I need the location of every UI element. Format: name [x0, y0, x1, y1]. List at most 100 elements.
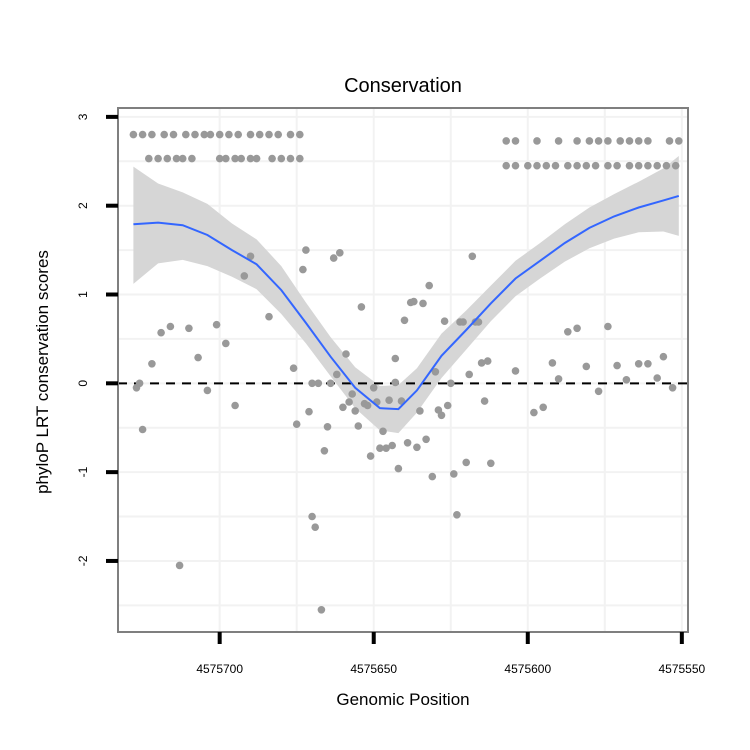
data-point	[268, 154, 276, 163]
x-tick-label: 4575550	[658, 662, 705, 676]
data-point	[379, 427, 387, 436]
data-point	[203, 386, 212, 395]
y-tick-label: 0	[76, 380, 90, 387]
data-point	[548, 359, 557, 367]
data-point	[351, 407, 360, 415]
data-point	[675, 137, 683, 145]
data-point	[413, 443, 421, 452]
data-point	[333, 370, 341, 379]
data-point	[246, 154, 255, 163]
data-point	[157, 328, 165, 337]
data-point	[191, 130, 199, 139]
data-point	[234, 130, 242, 139]
data-point	[431, 368, 440, 376]
data-point	[317, 606, 326, 614]
data-point	[622, 376, 631, 384]
data-point	[357, 303, 366, 311]
data-point	[296, 130, 304, 139]
data-point	[166, 322, 175, 331]
y-axis: -2 -1 0 1 2 3	[76, 113, 118, 566]
y-tick-label: 3	[76, 113, 90, 120]
data-point	[222, 154, 230, 163]
data-point	[410, 297, 418, 306]
data-point	[554, 375, 563, 383]
data-point	[573, 324, 581, 333]
data-point	[308, 379, 316, 388]
data-point	[305, 407, 313, 416]
data-point	[277, 154, 286, 163]
data-point	[533, 137, 541, 145]
data-point	[604, 137, 612, 145]
y-tick-label: -2	[76, 555, 90, 566]
data-point	[274, 130, 283, 139]
data-point	[163, 154, 172, 163]
data-point	[634, 137, 643, 145]
data-point	[231, 401, 239, 410]
data-point	[480, 397, 489, 405]
data-point	[668, 384, 677, 392]
data-point	[138, 130, 147, 139]
data-point	[323, 423, 332, 431]
data-point	[440, 317, 449, 326]
data-point	[237, 154, 245, 163]
data-point	[391, 354, 400, 363]
x-axis-label: Genomic Position	[336, 690, 469, 709]
x-axis: 4575700 4575650 4575600 4575550	[196, 632, 706, 676]
y-tick-label: -1	[76, 466, 90, 477]
data-point	[320, 447, 329, 455]
data-point	[376, 444, 384, 453]
data-point	[671, 161, 680, 170]
data-point	[178, 154, 187, 163]
data-point	[644, 161, 652, 170]
grid	[118, 108, 688, 632]
data-point	[447, 379, 455, 388]
data-point	[477, 359, 486, 367]
data-point	[465, 370, 474, 379]
data-point	[644, 137, 652, 145]
data-point	[336, 249, 344, 257]
data-point	[462, 458, 471, 467]
data-point	[585, 137, 594, 145]
data-point	[391, 378, 400, 387]
data-point	[604, 322, 612, 331]
data-point	[573, 137, 581, 145]
data-point	[314, 379, 323, 388]
data-point	[616, 137, 624, 145]
data-point	[625, 161, 634, 170]
data-point	[222, 339, 230, 348]
data-point	[613, 361, 621, 370]
data-point	[487, 459, 495, 468]
data-point	[345, 398, 353, 406]
data-point	[533, 161, 541, 170]
data-point	[363, 401, 372, 410]
data-point	[542, 161, 551, 170]
data-point	[573, 161, 581, 170]
data-point	[511, 367, 520, 375]
data-point	[403, 439, 412, 447]
data-point	[296, 154, 304, 163]
data-point	[594, 137, 603, 145]
data-point	[148, 130, 156, 139]
data-point	[653, 374, 661, 382]
data-point	[388, 441, 397, 450]
data-point	[138, 425, 147, 434]
data-point	[468, 252, 477, 261]
data-point	[154, 154, 162, 163]
data-point	[511, 137, 520, 145]
data-point	[240, 272, 249, 280]
data-point	[400, 316, 409, 325]
data-point	[148, 360, 156, 368]
data-points	[129, 130, 683, 614]
data-point	[289, 364, 298, 373]
x-tick-label: 4575700	[196, 662, 243, 676]
data-point	[311, 523, 320, 531]
data-point	[419, 299, 427, 308]
data-point	[453, 511, 461, 519]
data-point	[530, 408, 538, 417]
data-point	[443, 401, 452, 410]
x-tick-label: 4575600	[504, 662, 551, 676]
data-point	[502, 161, 511, 170]
data-point	[502, 137, 511, 145]
data-point	[459, 318, 467, 326]
